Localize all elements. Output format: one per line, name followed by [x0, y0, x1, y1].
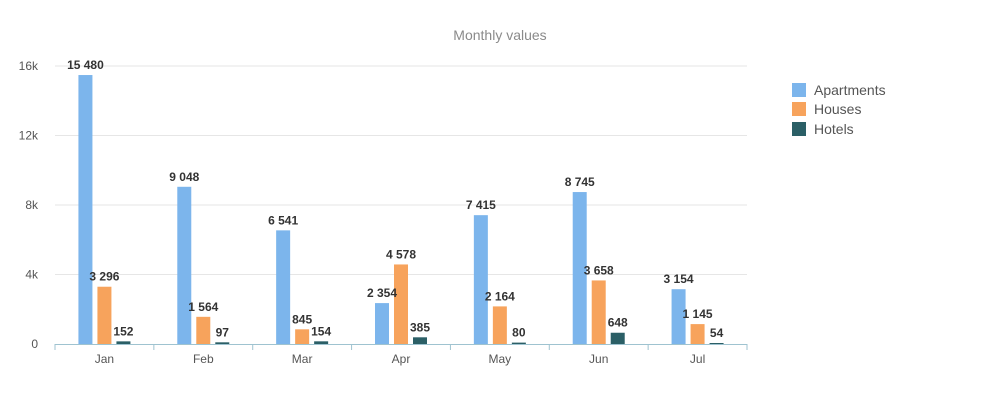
legend: Apartments Houses Hotels: [792, 80, 886, 139]
legend-label: Apartments: [814, 81, 886, 98]
data-label: 2 354: [367, 286, 397, 300]
data-label: 54: [710, 326, 724, 340]
data-label: 9 048: [169, 170, 199, 184]
data-label: 1 145: [683, 307, 713, 321]
data-label: 152: [113, 324, 133, 338]
data-label: 1 564: [188, 300, 218, 314]
legend-label: Hotels: [814, 120, 854, 137]
bar-hotels-mar: [314, 341, 329, 344]
bars: [78, 75, 724, 344]
bar-hotels-feb: [215, 342, 230, 344]
legend-label: Houses: [814, 101, 862, 118]
x-tick-label: Apr: [392, 352, 411, 366]
data-labels: 15 480 9 048 6 541 2 354 7 415 8 745 3 154 3 29…: [67, 58, 723, 340]
data-label: 4 578: [386, 247, 416, 261]
bar-houses-feb: [196, 316, 211, 344]
x-tick-label: Mar: [292, 352, 313, 366]
data-label: 7 415: [466, 198, 496, 212]
bar-apartments-apr: [375, 303, 389, 344]
bar-houses-mar: [295, 329, 310, 344]
bar-apartments-jun: [572, 192, 587, 344]
data-label: 8 745: [565, 175, 595, 189]
data-label: 154: [311, 324, 331, 338]
x-tick-label: Jul: [690, 352, 705, 366]
bar-hotels-may: [511, 342, 526, 344]
bar-houses-jun: [591, 280, 606, 344]
bar-apartments-jan: [78, 75, 93, 344]
bar-houses-jul: [690, 324, 705, 344]
bar-houses-apr: [394, 264, 408, 344]
legend-item-apartments[interactable]: Apartments: [792, 80, 886, 100]
axes: 0 4k 8k 12k 16k Jan Feb Mar Apr May Jun Jul: [19, 59, 748, 366]
y-tick-label: 0: [31, 337, 38, 351]
bar-hotels-jun: [610, 332, 625, 344]
x-tick-label: Jan: [95, 352, 114, 366]
data-label: 3 154: [664, 272, 694, 286]
data-label: 6 541: [268, 213, 298, 227]
bar-houses-may: [492, 306, 507, 344]
legend-item-houses[interactable]: Houses: [792, 100, 886, 120]
data-label: 3 658: [584, 263, 614, 277]
bar-hotels-apr: [413, 337, 427, 344]
legend-item-hotels[interactable]: Hotels: [792, 119, 886, 139]
bar-apartments-jul: [671, 289, 686, 344]
data-label: 845: [292, 312, 312, 326]
y-tick-label: 8k: [25, 198, 39, 212]
bar-hotels-jul: [709, 343, 724, 344]
data-label: 3 296: [89, 270, 119, 284]
legend-swatch: [792, 121, 806, 136]
data-label: 15 480: [67, 58, 104, 72]
y-tick-label: 4k: [25, 268, 39, 282]
data-label: 97: [216, 325, 230, 339]
data-label: 2 164: [485, 289, 515, 303]
legend-swatch: [792, 82, 806, 97]
bar-apartments-mar: [276, 230, 291, 344]
data-label: 80: [512, 326, 526, 340]
x-tick-label: Jun: [589, 352, 608, 366]
chart-title: Monthly values: [453, 27, 546, 43]
x-tick-label: Feb: [193, 352, 214, 366]
bar-apartments-feb: [177, 186, 192, 344]
data-label: 385: [410, 320, 430, 334]
gridlines: [55, 65, 747, 275]
bar-houses-jan: [97, 286, 112, 344]
x-tick-label: May: [489, 352, 512, 366]
data-label: 648: [608, 316, 628, 330]
y-tick-label: 16k: [19, 59, 39, 73]
legend-swatch: [792, 102, 806, 117]
bar-hotels-jan: [116, 341, 131, 344]
bar-apartments-may: [473, 215, 488, 344]
y-tick-label: 12k: [19, 129, 39, 143]
